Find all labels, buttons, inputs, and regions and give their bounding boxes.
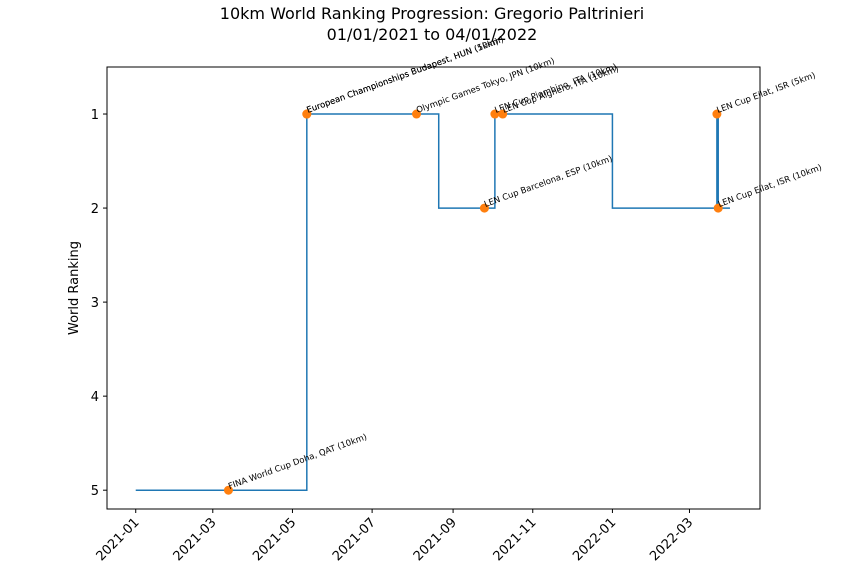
ranking-line <box>135 113 730 491</box>
event-point <box>302 109 312 119</box>
event-label: LEN Cup Eilat, ISR (10km) <box>717 163 824 210</box>
x-tick-label: 2021-09 <box>411 515 460 564</box>
y-axis-label: World Ranking <box>67 241 82 335</box>
event-point <box>712 109 722 119</box>
event-point <box>412 109 422 119</box>
event-label: LEN Cup Barcelona, ESP (10km) <box>483 154 614 210</box>
chart-subtitle: 01/01/2021 to 04/01/2022 <box>327 25 538 44</box>
event-label: LEN Cup Eilat, ISR (5km) <box>716 71 818 116</box>
y-tick-label: 4 <box>91 390 99 405</box>
event-point <box>479 203 489 213</box>
event-point <box>498 109 508 119</box>
y-tick-label: 3 <box>91 296 99 311</box>
event-point <box>490 109 500 119</box>
event-label: FINA World Cup Doha, QAT (10km) <box>227 432 368 492</box>
x-tick-label: 2021-01 <box>94 515 143 564</box>
event-label: European Championships Budapest, HUN (10… <box>305 35 505 116</box>
x-tick-label: 2022-01 <box>570 515 619 564</box>
x-tick-label: 2021-05 <box>250 515 299 564</box>
y-tick-label: 1 <box>91 108 99 123</box>
plot-frame <box>106 66 761 510</box>
x-tick-label: 2021-03 <box>171 515 220 564</box>
x-tick-label: 2021-11 <box>491 515 540 564</box>
x-tick-label: 2022-03 <box>647 515 696 564</box>
chart-title: 10km World Ranking Progression: Gregorio… <box>220 4 644 23</box>
y-tick-label: 5 <box>91 484 99 499</box>
x-tick-label: 2021-07 <box>330 515 379 564</box>
y-tick-label: 2 <box>91 202 99 217</box>
event-point <box>713 203 723 213</box>
event-point <box>223 485 233 495</box>
